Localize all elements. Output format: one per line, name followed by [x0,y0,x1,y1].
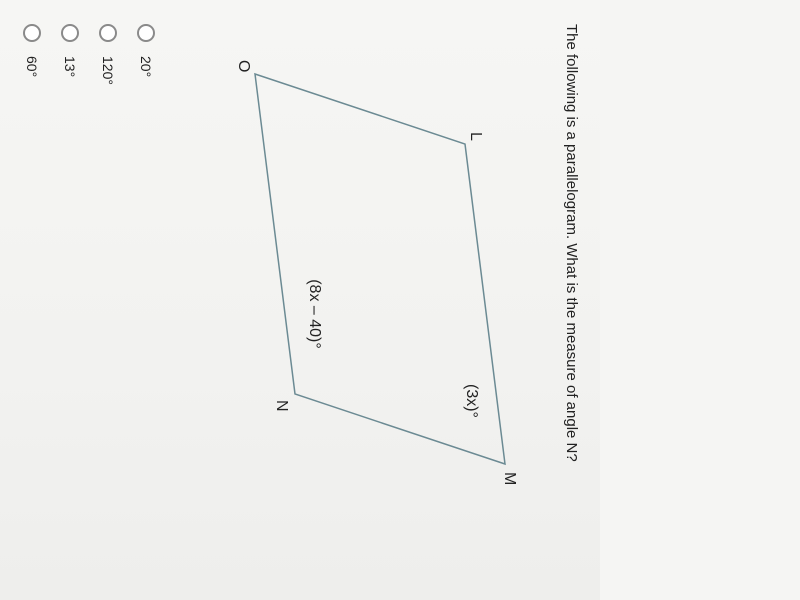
angle-M-expression: (3x)° [463,384,480,418]
angle-N-expression: (8x – 40)° [306,279,323,349]
option-label: 13° [62,56,78,77]
vertex-N-label: N [273,400,290,412]
diagram-svg: L M N O (3x)° (8x – 40)° [185,24,545,584]
option-label: 60° [24,56,40,77]
parallelogram-diagram: L M N O (3x)° (8x – 40)° [185,24,545,584]
radio-icon[interactable] [61,24,79,42]
answer-options: 20° 120° 13° 60° [23,24,155,576]
radio-icon[interactable] [137,24,155,42]
option-row[interactable]: 13° [61,24,79,576]
vertex-L-label: L [467,132,484,141]
vertex-M-label: M [501,472,518,485]
worksheet-page: The following is a parallelogram. What i… [0,0,600,600]
option-label: 120° [100,56,116,85]
vertex-O-label: O [235,60,252,72]
option-row[interactable]: 60° [23,24,41,576]
question-text: The following is a parallelogram. What i… [563,24,580,576]
option-label: 20° [138,56,154,77]
option-row[interactable]: 120° [99,24,117,576]
option-row[interactable]: 20° [137,24,155,576]
radio-icon[interactable] [23,24,41,42]
radio-icon[interactable] [99,24,117,42]
